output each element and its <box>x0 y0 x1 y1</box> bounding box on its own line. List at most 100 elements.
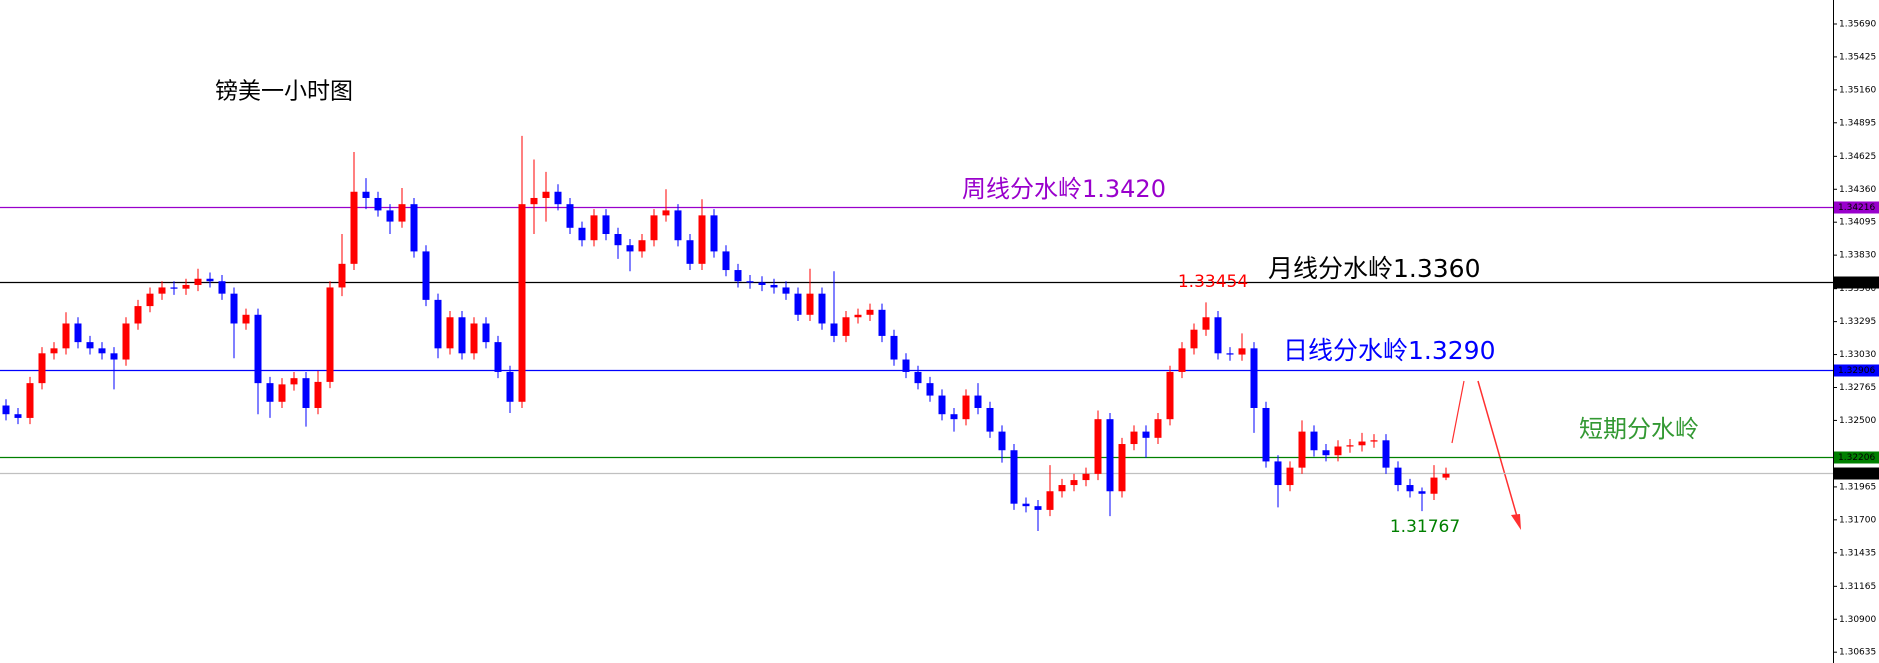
y-tick-label: 1.30900 <box>1839 615 1876 625</box>
candle-body <box>422 251 430 300</box>
candle-body <box>410 204 418 252</box>
y-tick-label: 1.35160 <box>1839 85 1876 95</box>
arrow-head <box>1511 514 1521 530</box>
candle-body <box>158 287 166 294</box>
candle-body <box>842 317 850 336</box>
candle-body <box>1190 329 1198 349</box>
level-axis-label: 1.33612 <box>1838 278 1875 288</box>
y-tick-label: 1.34360 <box>1839 185 1876 195</box>
candle-body <box>26 383 34 418</box>
candle-body <box>362 191 370 198</box>
candle-body <box>1046 491 1054 510</box>
candle-body <box>806 293 814 315</box>
candle-body <box>398 204 406 222</box>
candle-body <box>1118 444 1126 492</box>
candle-body <box>1382 440 1390 468</box>
candle-body <box>626 245 634 252</box>
y-tick-label: 1.34625 <box>1839 152 1876 162</box>
candle-body <box>302 378 310 408</box>
candle-body <box>1034 506 1042 510</box>
level-axis-label: 1.34216 <box>1838 203 1875 213</box>
forecast-arrows <box>1451 380 1521 530</box>
y-tick-label: 1.34895 <box>1839 118 1876 128</box>
candle-body <box>1154 419 1162 438</box>
candle-body <box>1370 440 1378 442</box>
candle-body <box>662 210 670 216</box>
candle-body <box>710 215 718 252</box>
y-tick-label: 1.31435 <box>1839 548 1876 558</box>
candle-body <box>1082 473 1090 481</box>
candle-body <box>326 287 334 382</box>
candle-body <box>818 293 826 324</box>
candle-body <box>746 281 754 283</box>
candle-body <box>1394 467 1402 486</box>
y-tick-label: 1.34095 <box>1839 218 1876 228</box>
candle-body <box>434 299 442 349</box>
candle-body <box>14 414 22 418</box>
candle-body <box>350 191 358 264</box>
candle-body <box>206 278 214 282</box>
y-tick-label: 1.33560 <box>1839 284 1876 294</box>
y-tick-label: 1.32500 <box>1839 416 1876 426</box>
candle-body <box>1070 480 1078 486</box>
candle-body <box>542 191 550 198</box>
level-axis-label: 1.32076 <box>1838 469 1875 479</box>
candle-body <box>1310 431 1318 451</box>
candle-body <box>518 204 526 402</box>
candle-body <box>1106 419 1114 492</box>
candle-body <box>38 353 46 384</box>
candle-body <box>314 381 322 408</box>
candle-body <box>878 309 886 336</box>
y-tick-label: 1.31965 <box>1839 482 1876 492</box>
candle-body <box>974 395 982 408</box>
candle-body <box>1430 477 1438 494</box>
y-tick-label: 1.31165 <box>1839 582 1876 592</box>
candle-body <box>914 371 922 384</box>
candle-body <box>242 314 250 324</box>
level-axis-label: 1.32206 <box>1838 453 1875 463</box>
candle-body <box>1202 317 1210 330</box>
candle-body <box>98 348 106 354</box>
candle-body <box>182 284 190 289</box>
y-tick-label: 1.32765 <box>1839 383 1876 393</box>
y-tick-label: 1.31700 <box>1839 515 1876 525</box>
level-annotation: 月线分水岭1.3360 <box>1268 254 1480 283</box>
candle-body <box>986 407 994 432</box>
candle-body <box>194 278 202 285</box>
candle-body <box>530 197 538 205</box>
candle-body <box>1442 473 1450 478</box>
candle-body <box>1142 431 1150 438</box>
candle-body <box>1406 485 1414 492</box>
candle-body <box>386 210 394 222</box>
candle-body <box>650 215 658 241</box>
candle-body <box>1250 348 1258 408</box>
candle-body <box>2 405 10 415</box>
candle-body <box>266 383 274 402</box>
candle-body <box>494 342 502 372</box>
candle-body <box>482 323 490 343</box>
y-tick-label: 1.35425 <box>1839 52 1876 62</box>
candle-body <box>278 384 286 402</box>
candle-body <box>1418 491 1426 494</box>
candle-body <box>578 227 586 241</box>
candle-body <box>62 323 70 349</box>
candle-body <box>338 263 346 288</box>
level-axis-box <box>1834 201 1879 214</box>
arrow-down-line <box>1477 380 1519 521</box>
level-annotation: 短期分水岭 <box>1579 415 1699 443</box>
level-axis-box <box>1834 467 1879 480</box>
candle-body <box>1166 371 1174 420</box>
candle-body <box>1130 431 1138 445</box>
candle-body <box>470 323 478 354</box>
y-tick-label: 1.30635 <box>1839 648 1876 658</box>
candle-body <box>590 215 598 241</box>
level-axis-box <box>1834 276 1879 289</box>
candle-body <box>902 359 910 372</box>
candle-body <box>374 197 382 211</box>
level-annotation: 周线分水岭1.3420 <box>962 175 1166 203</box>
y-tick-label: 1.35690 <box>1839 19 1876 29</box>
candle-body <box>1010 450 1018 504</box>
candle-body <box>1262 407 1270 462</box>
